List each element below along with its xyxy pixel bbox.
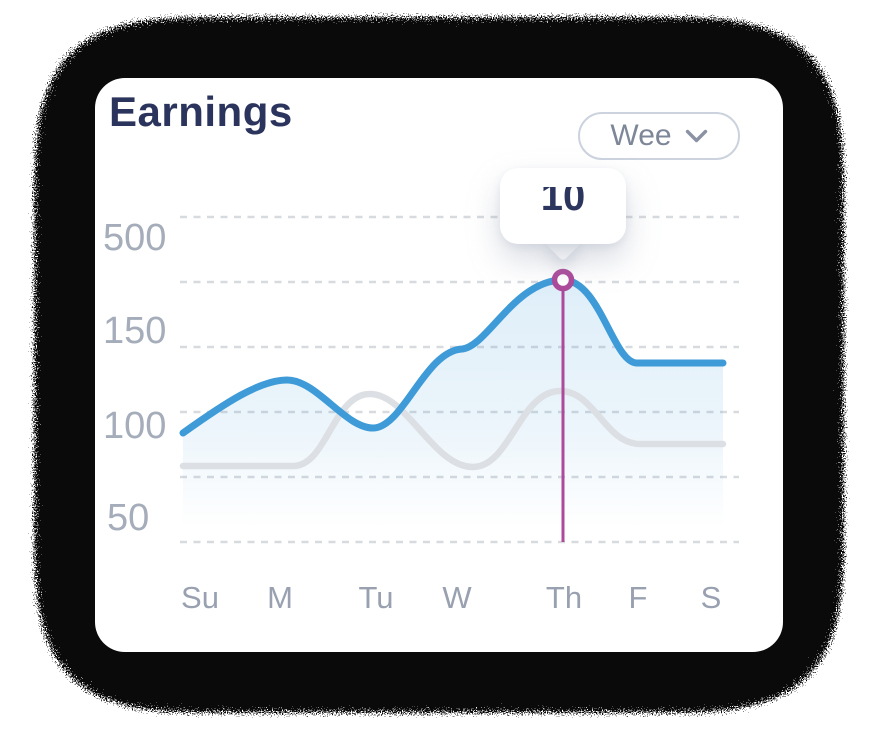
y-tick-label: 500 [103,217,166,259]
current-series-line [179,276,727,437]
x-label-th: Th [546,580,582,615]
earnings-chart: 500 150 100 50 Su M Tu W Th F S [103,215,739,615]
chevron-down-icon [685,129,707,142]
x-label-s: S [701,580,722,615]
tooltip: 10 [500,168,626,244]
highlight-point-marker[interactable] [551,268,575,292]
card-title: Earnings [109,88,293,135]
x-label-su: Su [181,580,219,615]
tooltip-value: 10 [540,187,586,216]
x-label-w: W [442,580,472,615]
y-tick-label: 100 [103,405,166,447]
series-area-fill [183,280,723,526]
period-selector-button[interactable]: Wee [578,112,740,160]
y-tick-label: 50 [107,497,149,539]
y-tick-label: 150 [103,310,166,352]
period-selector-label: Wee [610,119,672,152]
x-label-tu: Tu [358,580,393,615]
earnings-card: Earnings Wee 500 150 100 50 [95,78,783,652]
x-label-m: M [267,580,293,615]
tooltip-value-viewport: 10 [500,187,626,216]
x-label-f: F [629,580,648,615]
